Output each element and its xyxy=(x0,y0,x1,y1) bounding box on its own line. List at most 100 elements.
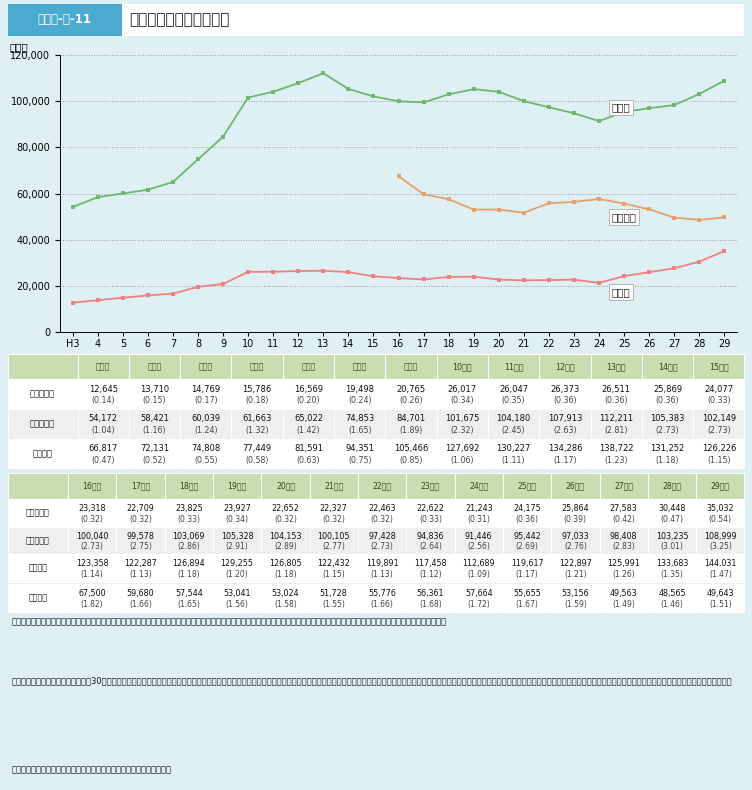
Text: (1.56): (1.56) xyxy=(226,600,248,609)
Bar xyxy=(8,527,68,555)
Bar xyxy=(590,408,642,438)
Bar xyxy=(232,438,283,468)
Bar xyxy=(334,408,385,438)
Text: 103,069: 103,069 xyxy=(172,532,205,540)
Bar xyxy=(310,499,358,527)
Text: (2.73): (2.73) xyxy=(656,426,679,435)
Text: ６年度: ６年度 xyxy=(250,362,264,371)
Bar xyxy=(213,584,261,611)
Text: 102,149: 102,149 xyxy=(702,415,736,423)
Bar xyxy=(437,438,488,468)
Text: 26,017: 26,017 xyxy=(447,385,477,393)
Text: (2.73): (2.73) xyxy=(80,543,104,551)
Text: 23年度: 23年度 xyxy=(421,481,440,491)
Bar xyxy=(647,499,696,527)
Text: 22,622: 22,622 xyxy=(417,504,444,513)
Text: ４年度: ４年度 xyxy=(147,362,162,371)
Bar xyxy=(454,584,503,611)
Text: (0.32): (0.32) xyxy=(80,515,104,524)
Text: 97,033: 97,033 xyxy=(562,532,589,540)
Text: (1.20): (1.20) xyxy=(226,570,248,579)
Bar xyxy=(8,555,68,582)
Text: 13年度: 13年度 xyxy=(606,362,626,371)
Text: 22,327: 22,327 xyxy=(320,504,347,513)
Bar xyxy=(599,499,647,527)
Text: (1.24): (1.24) xyxy=(194,426,217,435)
Bar xyxy=(693,408,744,438)
Text: 122,432: 122,432 xyxy=(317,559,350,568)
Bar xyxy=(551,472,599,499)
Text: (1.15): (1.15) xyxy=(323,570,345,579)
Bar xyxy=(77,408,129,438)
Text: 119,891: 119,891 xyxy=(365,559,399,568)
Text: 55,776: 55,776 xyxy=(368,589,396,598)
Bar xyxy=(117,472,165,499)
Text: 小　学　校: 小 学 校 xyxy=(26,509,50,517)
Text: ８年度: ８年度 xyxy=(353,362,367,371)
Bar xyxy=(358,472,406,499)
Bar xyxy=(590,354,642,379)
Text: (1.15): (1.15) xyxy=(707,456,731,465)
Bar xyxy=(165,584,213,611)
Bar xyxy=(165,555,213,582)
Text: 99,578: 99,578 xyxy=(126,532,154,540)
Text: (0.54): (0.54) xyxy=(709,515,732,524)
Text: (1.13): (1.13) xyxy=(371,570,393,579)
Text: (0.33): (0.33) xyxy=(177,515,200,524)
Bar xyxy=(283,438,334,468)
Text: 91,446: 91,446 xyxy=(465,532,493,540)
Bar xyxy=(180,408,232,438)
Text: (1.14): (1.14) xyxy=(80,570,104,579)
Bar xyxy=(647,527,696,555)
Bar xyxy=(693,379,744,408)
Text: 高等学校: 高等学校 xyxy=(611,212,637,222)
Text: 29年度: 29年度 xyxy=(711,481,730,491)
Text: (1.82): (1.82) xyxy=(80,600,104,609)
Text: 49,643: 49,643 xyxy=(707,589,734,598)
Text: (2.91): (2.91) xyxy=(226,543,248,551)
Text: 12,645: 12,645 xyxy=(89,385,117,393)
Bar xyxy=(642,438,693,468)
Text: 58,421: 58,421 xyxy=(140,415,169,423)
Text: (0.32): (0.32) xyxy=(323,515,345,524)
Bar xyxy=(8,472,68,499)
Text: (0.33): (0.33) xyxy=(707,397,731,405)
Text: 122,897: 122,897 xyxy=(559,559,592,568)
Bar xyxy=(129,354,180,379)
Text: (2.63): (2.63) xyxy=(553,426,577,435)
Bar xyxy=(488,354,539,379)
Text: 22,652: 22,652 xyxy=(271,504,299,513)
Text: (1.66): (1.66) xyxy=(371,600,393,609)
Bar xyxy=(180,438,232,468)
Text: (1.21): (1.21) xyxy=(564,570,587,579)
Text: 26年度: 26年度 xyxy=(566,481,585,491)
Bar xyxy=(590,438,642,468)
Text: (1.72): (1.72) xyxy=(467,600,490,609)
Text: (1.12): (1.12) xyxy=(419,570,441,579)
Bar xyxy=(503,527,551,555)
Text: (1.51): (1.51) xyxy=(709,600,732,609)
Text: (0.47): (0.47) xyxy=(660,515,684,524)
Bar xyxy=(68,527,117,555)
Bar xyxy=(693,438,744,468)
Text: 59,680: 59,680 xyxy=(126,589,154,598)
Bar xyxy=(696,472,744,499)
Text: （注２）年度間に連続又は断続して30日以上欠席した児童生徒のうち不登校を理由とする者について調査。不登校とは，何らかの心理的，情緒的，身体的，あるいは社会的要因: （注２）年度間に連続又は断続して30日以上欠席した児童生徒のうち不登校を理由とす… xyxy=(11,676,732,686)
Bar xyxy=(122,4,744,36)
Text: (2.73): (2.73) xyxy=(707,426,731,435)
Text: 123,358: 123,358 xyxy=(76,559,108,568)
Text: 22年度: 22年度 xyxy=(372,481,392,491)
Text: 図表２-４-11: 図表２-４-11 xyxy=(38,13,92,26)
Text: (1.32): (1.32) xyxy=(245,426,269,435)
Text: 98,408: 98,408 xyxy=(610,532,638,540)
Bar xyxy=(406,499,454,527)
Text: (2.86): (2.86) xyxy=(177,543,200,551)
Text: (2.56): (2.56) xyxy=(467,543,490,551)
Bar xyxy=(334,438,385,468)
Bar xyxy=(385,379,437,408)
Text: 16年度: 16年度 xyxy=(83,481,102,491)
Text: 中　学　校: 中 学 校 xyxy=(30,419,55,428)
Bar xyxy=(647,555,696,582)
Bar xyxy=(503,555,551,582)
Text: 20年度: 20年度 xyxy=(276,481,295,491)
